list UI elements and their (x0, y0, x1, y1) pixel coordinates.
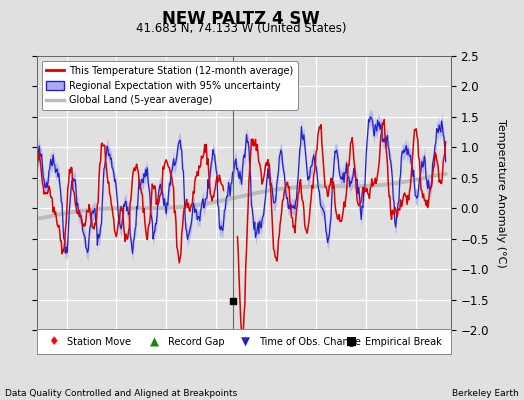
Text: NEW PALTZ 4 SW: NEW PALTZ 4 SW (162, 10, 320, 28)
Text: ■: ■ (346, 335, 357, 348)
Text: ▼: ▼ (241, 335, 250, 348)
Text: ♦: ♦ (48, 335, 59, 348)
Text: Empirical Break: Empirical Break (365, 337, 442, 346)
Text: ▲: ▲ (150, 335, 159, 348)
Text: Station Move: Station Move (67, 337, 131, 346)
Y-axis label: Temperature Anomaly (°C): Temperature Anomaly (°C) (496, 119, 506, 267)
Text: Data Quality Controlled and Aligned at Breakpoints: Data Quality Controlled and Aligned at B… (5, 389, 237, 398)
Legend: This Temperature Station (12-month average), Regional Expectation with 95% uncer: This Temperature Station (12-month avera… (41, 61, 298, 110)
Text: Berkeley Earth: Berkeley Earth (452, 389, 519, 398)
Text: 41.683 N, 74.133 W (United States): 41.683 N, 74.133 W (United States) (136, 22, 346, 35)
Text: Record Gap: Record Gap (168, 337, 225, 346)
Text: Time of Obs. Change: Time of Obs. Change (259, 337, 361, 346)
